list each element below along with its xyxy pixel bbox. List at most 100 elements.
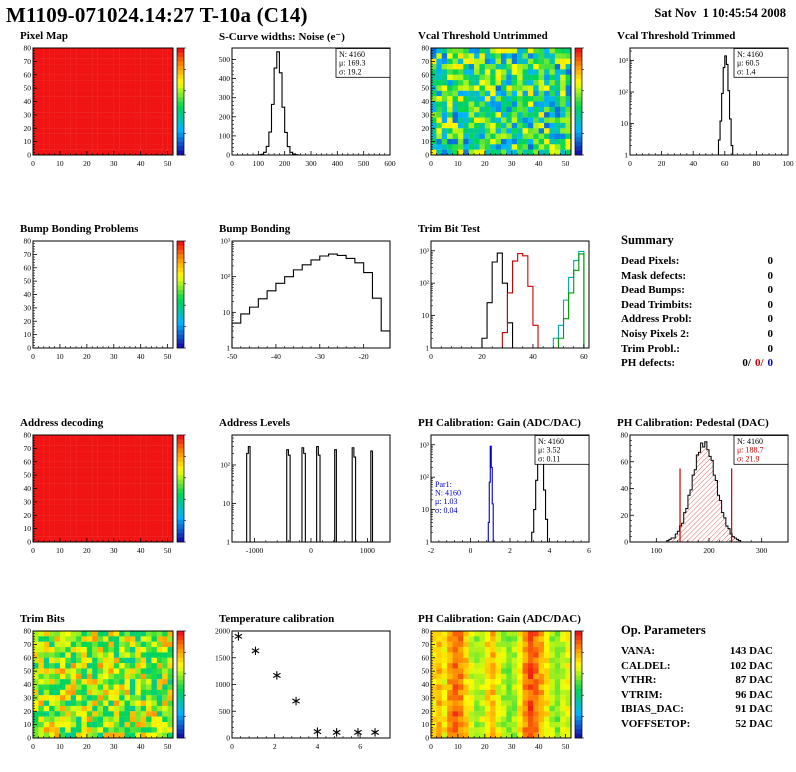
svg-text:60: 60 [24, 653, 32, 662]
svg-text:σ: 0.04: σ: 0.04 [435, 506, 458, 515]
ph-defects-value: 0 [767, 357, 774, 370]
svg-text:30: 30 [110, 352, 118, 361]
svg-text:60: 60 [422, 70, 430, 79]
svg-text:40: 40 [422, 680, 430, 689]
svg-text:4: 4 [316, 742, 320, 751]
svg-text:30: 30 [508, 159, 516, 168]
page-header: M1109-071024.14:27 T-10a (C14) Sat Nov 1… [0, 0, 796, 30]
svg-text:50: 50 [422, 84, 430, 93]
svg-text:Par1:: Par1: [435, 480, 452, 489]
svg-text:30: 30 [110, 159, 118, 168]
svg-text:10²: 10² [220, 460, 231, 469]
ph-defects-row: PH defects: 0/0/0 [621, 356, 773, 371]
svg-text:80: 80 [24, 44, 32, 53]
svg-text:50: 50 [24, 667, 32, 676]
svg-text:μ: 169.3: μ: 169.3 [339, 59, 366, 68]
svg-text:0: 0 [425, 151, 429, 160]
svg-text:70: 70 [24, 250, 32, 259]
svg-text:10³: 10³ [419, 440, 430, 449]
svg-text:50: 50 [164, 546, 172, 555]
svg-text:0: 0 [27, 734, 31, 743]
svg-text:0: 0 [429, 742, 433, 751]
svg-text:0: 0 [309, 546, 313, 555]
summary-row: Dead Trimbits: 0 [621, 298, 773, 311]
bump-problems-chart: 0 10 20 30 40 50 0 10 20 30 40 50 60 70 80 [7, 237, 199, 366]
svg-text:-50: -50 [227, 352, 237, 361]
svg-text:10: 10 [422, 720, 430, 729]
svg-text:10³: 10³ [419, 246, 430, 255]
svg-text:60: 60 [721, 159, 729, 168]
svg-text:μ: 60.5: μ: 60.5 [737, 59, 760, 68]
svg-text:20: 20 [24, 511, 32, 520]
svg-text:10: 10 [56, 546, 64, 555]
svg-text:6: 6 [587, 546, 591, 555]
svg-text:1: 1 [425, 538, 429, 547]
bump-problems-title: Bump Bonding Problems [20, 223, 139, 235]
summary-rows: Dead Pixels: 0 Mask defects: 0 Dead Bumps: 0 D… [621, 254, 773, 356]
svg-text:10: 10 [56, 159, 64, 168]
svg-text:10: 10 [621, 119, 629, 128]
panel-trim-bit-test: Trim Bit Test 0 20 40 60 1 10 10² 10³ [398, 223, 597, 417]
ph-gain-map-title: PH Calibration: Gain (ADC/DAC) [418, 613, 581, 625]
svg-text:100: 100 [651, 546, 663, 555]
svg-text:1: 1 [425, 344, 429, 353]
panel-ph-gain-map: PH Calibration: Gain (ADC/DAC) 0 10 20 30 40… [398, 613, 597, 763]
svg-text:70: 70 [422, 640, 430, 649]
panel-vcal-untrimmed: Vcal Threshold Untrimmed 0 10 20 30 40 50 0 10 2… [398, 30, 597, 223]
svg-text:30: 30 [422, 110, 430, 119]
svg-text:0: 0 [429, 159, 433, 168]
svg-text:80: 80 [753, 159, 761, 168]
trim-bits-map-title: Trim Bits [20, 613, 65, 625]
svg-text:0: 0 [27, 151, 31, 160]
svg-text:60: 60 [24, 457, 32, 466]
svg-text:40: 40 [24, 97, 32, 106]
op-parameters-row: CALDEL: 102 DAC [621, 659, 773, 672]
vcal-untrimmed-chart: 0 10 20 30 40 50 0 10 20 30 40 50 60 70 80 [405, 44, 597, 173]
svg-text:100: 100 [782, 159, 794, 168]
op-parameters-row: VANA: 143 DAC [621, 645, 773, 657]
svg-text:400: 400 [332, 159, 344, 168]
svg-text:-20: -20 [359, 352, 369, 361]
svg-text:50: 50 [562, 742, 570, 751]
svg-text:30: 30 [24, 693, 32, 702]
timestamp: Sat Nov 1 10:45:54 2008 [654, 6, 786, 20]
panel-address-decoding: Address decoding 0 10 20 30 40 50 0 10 20 30 40 50 6… [0, 417, 199, 613]
ph-pedestal-title: PH Calibration: Pedestal (DAC) [617, 417, 769, 429]
svg-text:60: 60 [580, 352, 588, 361]
panel-summary: Summary Dead Pixels: 0 Mask defects: 0 Dead … [597, 223, 796, 417]
vcal-untrimmed-title: Vcal Threshold Untrimmed [418, 30, 548, 42]
svg-text:2: 2 [273, 742, 277, 751]
plot-grid: Pixel Map 0 10 20 30 40 50 0 10 20 30 40 50 60 70 80 S… [0, 30, 796, 763]
svg-text:200: 200 [279, 159, 291, 168]
svg-text:20: 20 [422, 124, 430, 133]
svg-text:50: 50 [164, 742, 172, 751]
svg-text:0: 0 [31, 546, 35, 555]
svg-text:20: 20 [621, 511, 629, 520]
panel-bump-problems: Bump Bonding Problems 0 10 20 30 40 50 0 10 20 30… [0, 223, 199, 417]
svg-text:500: 500 [219, 707, 231, 716]
svg-text:σ: 19.2: σ: 19.2 [339, 67, 362, 76]
op-parameters-row: VTRIM: 96 DAC [621, 688, 773, 701]
svg-text:30: 30 [24, 110, 32, 119]
svg-text:70: 70 [24, 57, 32, 66]
svg-text:20: 20 [24, 317, 32, 326]
svg-text:1000: 1000 [215, 680, 230, 689]
svg-text:30: 30 [24, 497, 32, 506]
vcal-trimmed-chart: 0 20 40 60 80 100 1 10 10² 10³ N: 4160 μ: 60.5 σ: 1.… [604, 44, 796, 173]
svg-text:10: 10 [56, 352, 64, 361]
svg-text:10³: 10³ [220, 237, 231, 246]
op-parameters-title: Op. Parameters [621, 623, 706, 637]
svg-text:1: 1 [226, 538, 230, 547]
panel-address-levels: Address Levels -1000 0 1000 1 10 10² [199, 417, 398, 613]
svg-text:70: 70 [24, 640, 32, 649]
svg-text:40: 40 [137, 352, 145, 361]
ph-pedestal-chart: 100 200 300 0 20 40 60 80 N: 4160 μ: 188.7 σ: 21.9 [604, 431, 796, 560]
svg-text:μ: 188.7: μ: 188.7 [737, 446, 764, 455]
svg-text:10²: 10² [618, 88, 629, 97]
svg-text:0: 0 [27, 538, 31, 547]
ph-gain-map-chart: 0 10 20 30 40 50 0 10 20 30 40 50 60 70 80 [405, 627, 597, 756]
op-parameters-rows: VANA: 143 DAC CALDEL: 102 DAC VTHR: 87 DAC VTR… [621, 644, 773, 732]
svg-text:100: 100 [219, 131, 231, 140]
svg-text:1: 1 [226, 344, 230, 353]
svg-text:μ: 3.52: μ: 3.52 [538, 446, 561, 455]
